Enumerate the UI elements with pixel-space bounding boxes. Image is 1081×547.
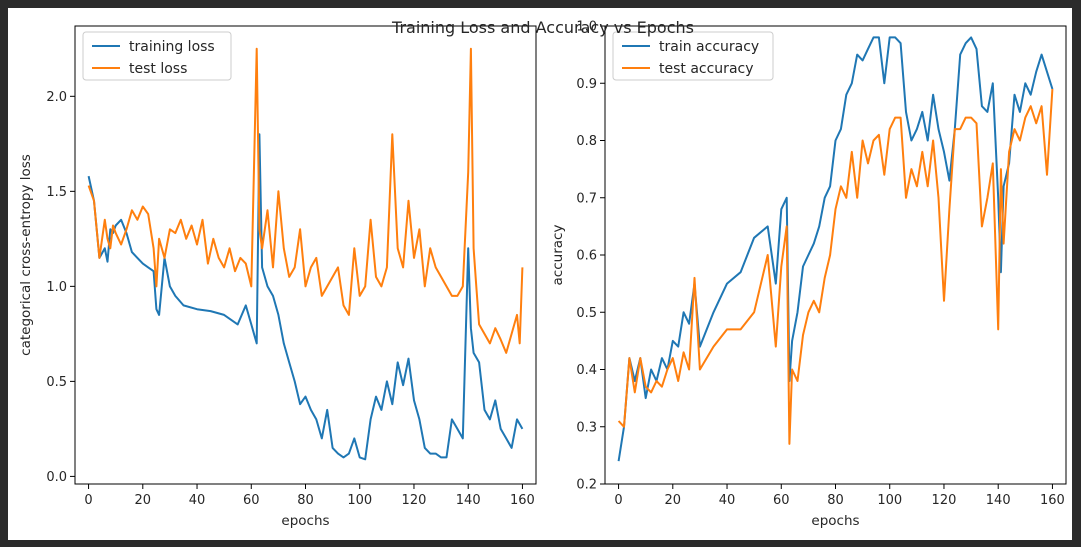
- x-tick-label: 140: [456, 493, 481, 508]
- series-line-training-loss: [87, 133, 524, 461]
- x-tick-label: 60: [243, 493, 260, 508]
- y-tick-label: 0.5: [576, 306, 597, 321]
- figure-canvas: 0 20 40 60 80 100 120 140 160 0.0 0.5 1.0 1.5 2.0 epoc…: [18, 18, 1067, 529]
- legend-label: test loss: [129, 61, 187, 77]
- x-axis-label: epochs: [811, 513, 859, 529]
- legend-label: train accuracy: [659, 39, 759, 55]
- y-axis-label: categorical cross-entropy loss: [18, 154, 34, 356]
- x-tick-label: 120: [402, 493, 427, 508]
- y-tick-label: 1.0: [576, 20, 597, 35]
- x-tick-label: 0: [84, 493, 92, 508]
- legend-label: test accuracy: [659, 61, 754, 77]
- y-axis-label: accuracy: [550, 225, 566, 286]
- legend-label: training loss: [129, 39, 215, 55]
- figure-title: Training Loss and Accuracy vs Epochs: [391, 18, 694, 37]
- y-tick-label: 0.3: [576, 420, 597, 435]
- x-tick-label: 100: [877, 493, 902, 508]
- y-tick-label: 0.6: [576, 249, 597, 264]
- x-tick-label: 160: [510, 493, 535, 508]
- x-tick-label: 140: [986, 493, 1011, 508]
- x-tick-label: 100: [347, 493, 372, 508]
- y-tick-label: 0.0: [46, 470, 67, 485]
- x-tick-label: 80: [297, 493, 314, 508]
- y-tick-label: 0.7: [576, 191, 597, 206]
- plot-area-frame: [74, 25, 537, 485]
- y-tick-label: 0.4: [576, 363, 597, 378]
- legend-box: [612, 31, 774, 81]
- x-tick-label: 120: [932, 493, 957, 508]
- series-line-test-loss: [87, 47, 524, 354]
- series-line-train-accuracy: [617, 36, 1054, 462]
- y-tick-label: 0.8: [576, 134, 597, 149]
- x-tick-label: 160: [1040, 493, 1065, 508]
- panel-0: 0 20 40 60 80 100 120 140 160 0.0 0.5 1.0 1.5 2.0 epoc…: [18, 25, 537, 529]
- figure-frame: 0 20 40 60 80 100 120 140 160 0.0 0.5 1.0 1.5 2.0 epoc…: [8, 8, 1072, 540]
- y-tick-label: 0.5: [46, 375, 67, 390]
- plot-area-frame: [604, 25, 1067, 485]
- x-tick-label: 80: [827, 493, 844, 508]
- y-tick-label: 0.9: [576, 77, 597, 92]
- y-tick-label: 2.0: [46, 90, 67, 105]
- x-tick-label: 40: [189, 493, 206, 508]
- x-tick-label: 60: [773, 493, 790, 508]
- x-tick-label: 40: [719, 493, 736, 508]
- x-tick-label: 0: [614, 493, 622, 508]
- series-line-test-accuracy: [617, 88, 1054, 445]
- y-tick-label: 1.0: [46, 280, 67, 295]
- x-tick-label: 20: [665, 493, 682, 508]
- panel-1: 0 20 40 60 80 100 120 140 160 0.2 0.3 0.4 0.5 0.6 0.7 0…: [550, 20, 1067, 529]
- y-tick-label: 0.2: [576, 478, 597, 493]
- x-tick-label: 20: [135, 493, 152, 508]
- y-tick-label: 1.5: [46, 185, 67, 200]
- x-axis-label: epochs: [281, 513, 329, 529]
